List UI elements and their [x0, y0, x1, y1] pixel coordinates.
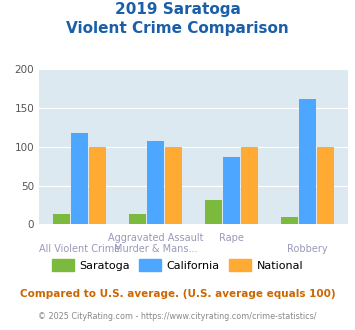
- Bar: [299, 99, 316, 224]
- Legend: Saratoga, California, National: Saratoga, California, National: [47, 255, 308, 275]
- Text: Robbery: Robbery: [287, 244, 328, 253]
- Bar: [241, 147, 258, 224]
- Text: Aggravated Assault: Aggravated Assault: [108, 233, 203, 243]
- Bar: [89, 147, 105, 224]
- Bar: [205, 200, 222, 224]
- Bar: [71, 133, 88, 224]
- Text: Rape: Rape: [219, 233, 244, 243]
- Text: Murder & Mans...: Murder & Mans...: [114, 244, 197, 253]
- Bar: [317, 147, 334, 224]
- Bar: [147, 142, 164, 224]
- Text: 2019 Saratoga: 2019 Saratoga: [115, 2, 240, 16]
- Bar: [165, 147, 182, 224]
- Bar: [53, 214, 70, 224]
- Text: All Violent Crime: All Violent Crime: [39, 244, 120, 253]
- Text: © 2025 CityRating.com - https://www.cityrating.com/crime-statistics/: © 2025 CityRating.com - https://www.city…: [38, 312, 317, 321]
- Bar: [223, 157, 240, 224]
- Bar: [129, 214, 146, 224]
- Text: Violent Crime Comparison: Violent Crime Comparison: [66, 21, 289, 36]
- Text: Compared to U.S. average. (U.S. average equals 100): Compared to U.S. average. (U.S. average …: [20, 289, 335, 299]
- Bar: [282, 217, 298, 224]
